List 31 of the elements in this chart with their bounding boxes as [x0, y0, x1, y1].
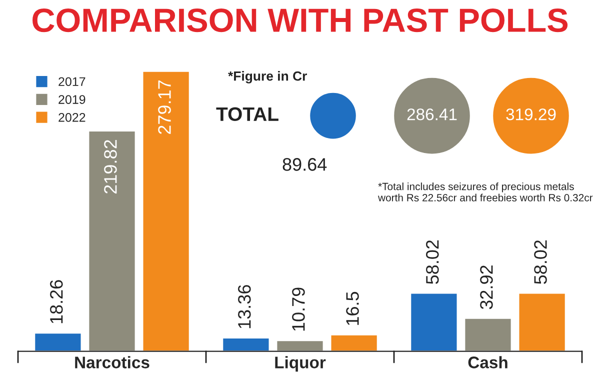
- bar: [276, 340, 324, 352]
- data-label: 32.92: [480, 266, 493, 310]
- annotation: *Total includes seizures of precious metals worth Rs 22.56cr and freebies worth Rs 0.32cr: [378, 182, 593, 202]
- annotation: TOTAL: [216, 107, 278, 122]
- legend-label: 2019: [58, 95, 86, 104]
- annotation: 319.29: [506, 108, 556, 120]
- bar: [518, 292, 566, 352]
- bar: [142, 70, 190, 352]
- legend-label: 2022: [58, 113, 86, 122]
- annotation: 89.64: [282, 158, 327, 171]
- x-tick-label: Narcotics: [75, 356, 150, 368]
- data-label: 16.5: [346, 292, 359, 325]
- data-label: 58.02: [426, 240, 439, 284]
- annotation: *Figure in Cr: [228, 71, 307, 84]
- data-label: 18.26: [50, 280, 63, 324]
- bar: [410, 292, 458, 352]
- x-tick-label: Cash: [468, 356, 508, 368]
- data-label: 58.02: [534, 240, 547, 284]
- bar: [88, 130, 136, 352]
- data-label: 219.82: [104, 140, 117, 194]
- data-label: 13.36: [238, 285, 251, 328]
- chart-title: COMPARISON WITH PAST POLLS: [32, 8, 568, 32]
- bar: [222, 337, 270, 352]
- data-label: 10.79: [292, 288, 305, 331]
- x-tick-label: Liquor: [275, 356, 326, 372]
- legend-label: 2017: [58, 77, 86, 86]
- bar: [34, 332, 82, 352]
- annotation: 286.41: [407, 108, 457, 120]
- bar: [330, 334, 378, 352]
- bar: [464, 318, 512, 352]
- data-label: 279.17: [158, 80, 171, 134]
